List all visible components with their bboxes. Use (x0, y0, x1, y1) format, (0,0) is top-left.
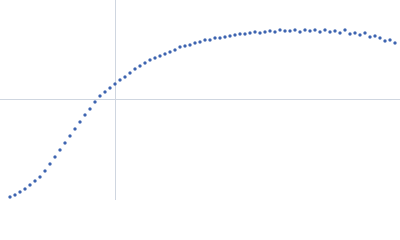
point (168, 50, 172, 54)
point (113, 82, 117, 86)
point (263, 30, 267, 34)
point (293, 28, 297, 32)
point (178, 45, 182, 49)
point (148, 58, 152, 62)
point (88, 107, 92, 111)
point (368, 35, 372, 39)
point (18, 190, 22, 194)
point (358, 33, 362, 37)
point (258, 31, 262, 35)
point (173, 48, 177, 52)
point (143, 61, 147, 65)
point (228, 34, 232, 38)
point (13, 193, 17, 197)
point (273, 30, 277, 34)
point (208, 38, 212, 42)
point (213, 36, 217, 40)
point (328, 30, 332, 34)
point (218, 36, 222, 40)
point (103, 90, 107, 94)
point (108, 86, 112, 90)
point (318, 30, 322, 34)
point (248, 31, 252, 35)
point (348, 32, 352, 36)
point (188, 43, 192, 47)
point (233, 33, 237, 37)
point (118, 78, 122, 82)
point (43, 169, 47, 173)
point (383, 39, 387, 43)
point (378, 36, 382, 40)
point (123, 75, 127, 79)
point (253, 30, 257, 34)
point (268, 29, 272, 33)
point (353, 31, 357, 35)
point (98, 94, 102, 98)
point (38, 175, 42, 179)
point (363, 31, 367, 35)
page: (() => { const data = JSON.parse(documen… (0, 0, 400, 200)
chart (0, 0, 400, 200)
point (203, 38, 207, 42)
point (388, 38, 392, 42)
point (33, 179, 37, 183)
point (78, 120, 82, 124)
point (343, 28, 347, 32)
point (138, 64, 142, 68)
point (298, 30, 302, 34)
point (393, 41, 397, 45)
point (183, 44, 187, 48)
point (243, 32, 247, 36)
point (333, 29, 337, 33)
point (238, 32, 242, 36)
point (83, 113, 87, 117)
point (198, 40, 202, 44)
point (153, 56, 157, 60)
point (313, 28, 317, 32)
point (163, 52, 167, 56)
point (288, 29, 292, 33)
point (58, 148, 62, 152)
point (128, 71, 132, 75)
point (93, 100, 97, 104)
point (223, 35, 227, 39)
point (133, 67, 137, 71)
point (68, 134, 72, 138)
point (303, 28, 307, 32)
point (158, 54, 162, 58)
point (283, 29, 287, 33)
point (23, 187, 27, 191)
point (323, 28, 327, 32)
point (338, 31, 342, 35)
point (28, 183, 32, 187)
point (48, 162, 52, 166)
point (53, 155, 57, 159)
point (8, 195, 12, 199)
point (308, 29, 312, 33)
point (193, 41, 197, 45)
point (278, 28, 282, 32)
point (373, 34, 377, 38)
point (63, 141, 67, 145)
point (73, 127, 77, 131)
